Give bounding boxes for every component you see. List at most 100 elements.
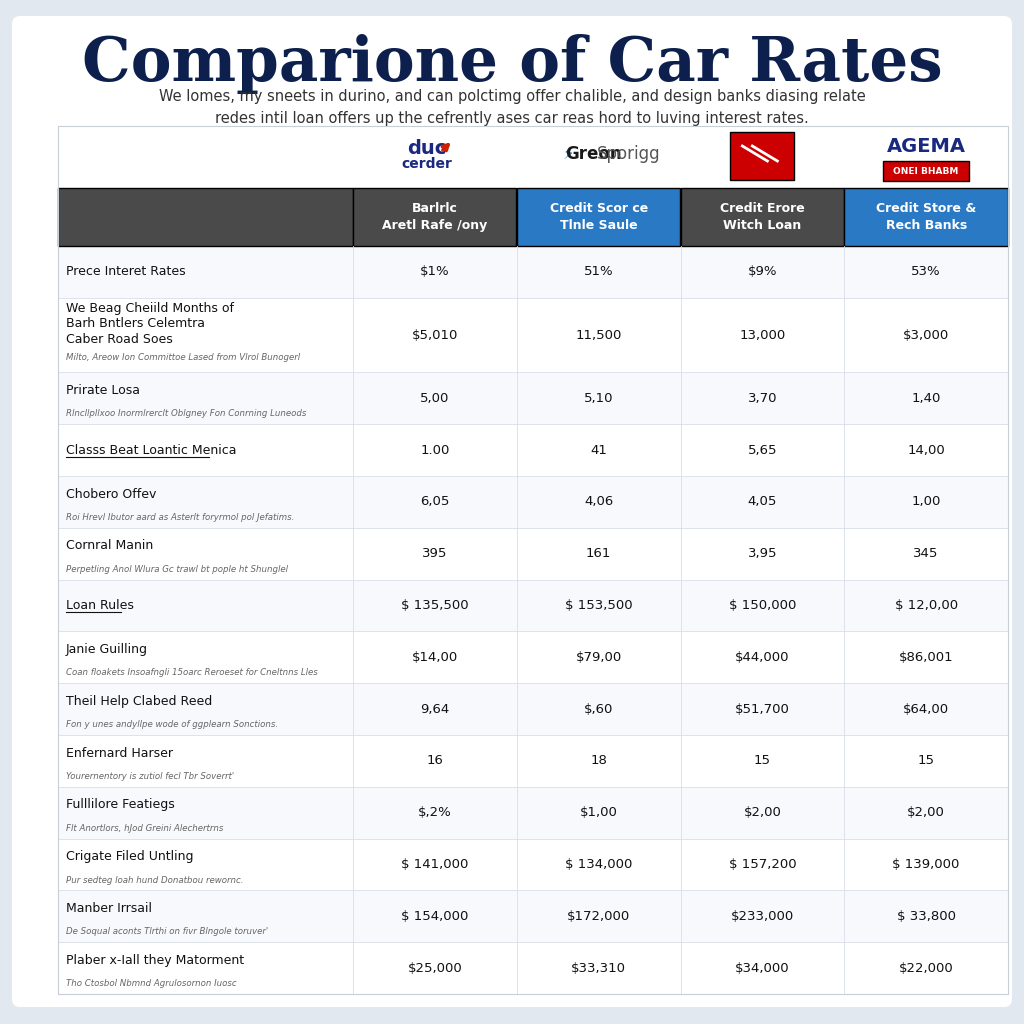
Text: 4,06: 4,06: [584, 496, 613, 508]
Text: $172,000: $172,000: [567, 909, 630, 923]
FancyBboxPatch shape: [58, 476, 1008, 527]
FancyBboxPatch shape: [58, 683, 1008, 735]
FancyBboxPatch shape: [730, 132, 795, 180]
Text: $,60: $,60: [584, 702, 613, 716]
Text: Coan floakets Insoafngli 15oarc Reroeset for Cneltnns Lles: Coan floakets Insoafngli 15oarc Reroeset…: [66, 669, 317, 677]
Text: Credit Erore
Witch Loan: Credit Erore Witch Loan: [720, 203, 805, 231]
Text: 53%: 53%: [911, 265, 941, 279]
FancyBboxPatch shape: [58, 786, 1008, 839]
Text: Sporigg: Sporigg: [597, 145, 660, 163]
FancyBboxPatch shape: [58, 373, 1008, 424]
Text: $9%: $9%: [748, 265, 777, 279]
Text: Fulllilore Featiegs: Fulllilore Featiegs: [66, 799, 175, 811]
Text: duc: duc: [408, 138, 446, 158]
FancyBboxPatch shape: [681, 188, 844, 246]
Text: We lomes, my sneets in durino, and can polctimg offer chalible, and design banks: We lomes, my sneets in durino, and can p…: [159, 89, 865, 126]
Text: $25,000: $25,000: [408, 962, 462, 975]
FancyBboxPatch shape: [12, 16, 1012, 1007]
Text: $44,000: $44,000: [735, 650, 790, 664]
Text: 16: 16: [426, 755, 443, 767]
FancyBboxPatch shape: [58, 246, 1008, 298]
Text: Prirate Losa: Prirate Losa: [66, 384, 140, 397]
FancyBboxPatch shape: [58, 891, 1008, 942]
Text: $ 157,200: $ 157,200: [728, 858, 797, 871]
FancyBboxPatch shape: [353, 188, 516, 246]
Text: Enfernard Harser: Enfernard Harser: [66, 746, 173, 760]
Text: Manber Irrsail: Manber Irrsail: [66, 902, 152, 915]
Text: $22,000: $22,000: [899, 962, 953, 975]
Text: 5,65: 5,65: [748, 443, 777, 457]
Text: Loan Rules: Loan Rules: [66, 599, 134, 612]
Text: $3,000: $3,000: [903, 329, 949, 342]
Text: $14,00: $14,00: [412, 650, 458, 664]
Text: $2,00: $2,00: [743, 806, 781, 819]
Text: $1,00: $1,00: [580, 806, 617, 819]
Text: Greon: Greon: [565, 145, 622, 163]
Text: Credit Store &
Rech Banks: Credit Store & Rech Banks: [876, 203, 976, 231]
Text: Rlncllpllxoo Inormlrerclt Oblgney Fon Conrning Luneods: Rlncllpllxoo Inormlrerclt Oblgney Fon Co…: [66, 410, 306, 418]
FancyBboxPatch shape: [517, 188, 680, 246]
Text: Milto, Areow Ion Committoe Lased from Vlrol Bunogerl: Milto, Areow Ion Committoe Lased from Vl…: [66, 353, 300, 361]
Text: Pur sedteg loah hund Donatbou rewornc.: Pur sedteg loah hund Donatbou rewornc.: [66, 876, 244, 885]
Text: 1,00: 1,00: [911, 496, 941, 508]
FancyBboxPatch shape: [844, 188, 1008, 246]
Text: $,2%: $,2%: [418, 806, 452, 819]
Text: $5,010: $5,010: [412, 329, 458, 342]
FancyBboxPatch shape: [58, 942, 1008, 994]
FancyBboxPatch shape: [58, 188, 353, 246]
Text: Crigate Filed Untling: Crigate Filed Untling: [66, 850, 194, 863]
Text: $33,310: $33,310: [571, 962, 626, 975]
Text: 1,40: 1,40: [911, 392, 941, 404]
Text: 15: 15: [754, 755, 771, 767]
Text: 395: 395: [422, 547, 447, 560]
Text: Chobero Offev: Chobero Offev: [66, 487, 157, 501]
Text: 51%: 51%: [584, 265, 613, 279]
Text: 4,05: 4,05: [748, 496, 777, 508]
Text: $ 153,500: $ 153,500: [565, 599, 633, 612]
Text: $ 135,500: $ 135,500: [401, 599, 469, 612]
Text: 3,95: 3,95: [748, 547, 777, 560]
Text: Yourernentory is zutiol fecl Tbr Soverrt': Yourernentory is zutiol fecl Tbr Soverrt…: [66, 772, 234, 781]
Text: Perpetling Anol Wlura Gc trawl bt pople ht Shunglel: Perpetling Anol Wlura Gc trawl bt pople …: [66, 564, 288, 573]
Text: 6,05: 6,05: [420, 496, 450, 508]
Text: Credit Scor ce
Tlnle Saule: Credit Scor ce Tlnle Saule: [550, 203, 648, 231]
FancyBboxPatch shape: [58, 298, 1008, 373]
Text: Comparione of Car Rates: Comparione of Car Rates: [82, 34, 942, 94]
Text: $ 33,800: $ 33,800: [897, 909, 955, 923]
Text: 18: 18: [590, 755, 607, 767]
Text: $ 141,000: $ 141,000: [401, 858, 469, 871]
Text: $ 134,000: $ 134,000: [565, 858, 632, 871]
Text: 14,00: 14,00: [907, 443, 945, 457]
Text: $64,00: $64,00: [903, 702, 949, 716]
Text: We Beag Cheiild Months of
Barh Bntlers Celemtra
Caber Road Soes: We Beag Cheiild Months of Barh Bntlers C…: [66, 302, 234, 346]
FancyBboxPatch shape: [58, 424, 1008, 476]
Text: cerder: cerder: [401, 157, 453, 171]
Text: 1.00: 1.00: [420, 443, 450, 457]
Text: $1%: $1%: [420, 265, 450, 279]
Text: Janie Guilling: Janie Guilling: [66, 643, 148, 656]
Text: AGEMA: AGEMA: [887, 136, 966, 156]
Text: ONEI BHABM: ONEI BHABM: [893, 167, 958, 175]
Text: 161: 161: [586, 547, 611, 560]
FancyBboxPatch shape: [883, 161, 969, 181]
Text: De Soqual aconts Tlrthi on fivr Blngole toruver': De Soqual aconts Tlrthi on fivr Blngole …: [66, 928, 268, 936]
FancyBboxPatch shape: [58, 527, 1008, 580]
Text: $86,001: $86,001: [899, 650, 953, 664]
Text: $2,00: $2,00: [907, 806, 945, 819]
FancyBboxPatch shape: [58, 580, 1008, 632]
Text: ⚡: ⚡: [563, 145, 574, 163]
Text: 11,500: 11,500: [575, 329, 622, 342]
Text: 3,70: 3,70: [748, 392, 777, 404]
Text: $79,00: $79,00: [575, 650, 622, 664]
Text: Fon y unes andyllpe wode of ggplearn Sonctions.: Fon y unes andyllpe wode of ggplearn Son…: [66, 720, 279, 729]
Text: Tho Ctosbol Nbmnd Agrulosornon Iuosc: Tho Ctosbol Nbmnd Agrulosornon Iuosc: [66, 979, 237, 988]
Text: 41: 41: [590, 443, 607, 457]
Text: Cornral Manin: Cornral Manin: [66, 540, 154, 552]
Text: $ 154,000: $ 154,000: [401, 909, 469, 923]
Text: Plaber x-Iall they Matorment: Plaber x-Iall they Matorment: [66, 953, 244, 967]
Text: $34,000: $34,000: [735, 962, 790, 975]
Text: Classs Beat Loantic Menica: Classs Beat Loantic Menica: [66, 443, 237, 457]
Text: 5,10: 5,10: [584, 392, 613, 404]
Text: 15: 15: [918, 755, 935, 767]
Text: Prece Interet Rates: Prece Interet Rates: [66, 265, 185, 279]
